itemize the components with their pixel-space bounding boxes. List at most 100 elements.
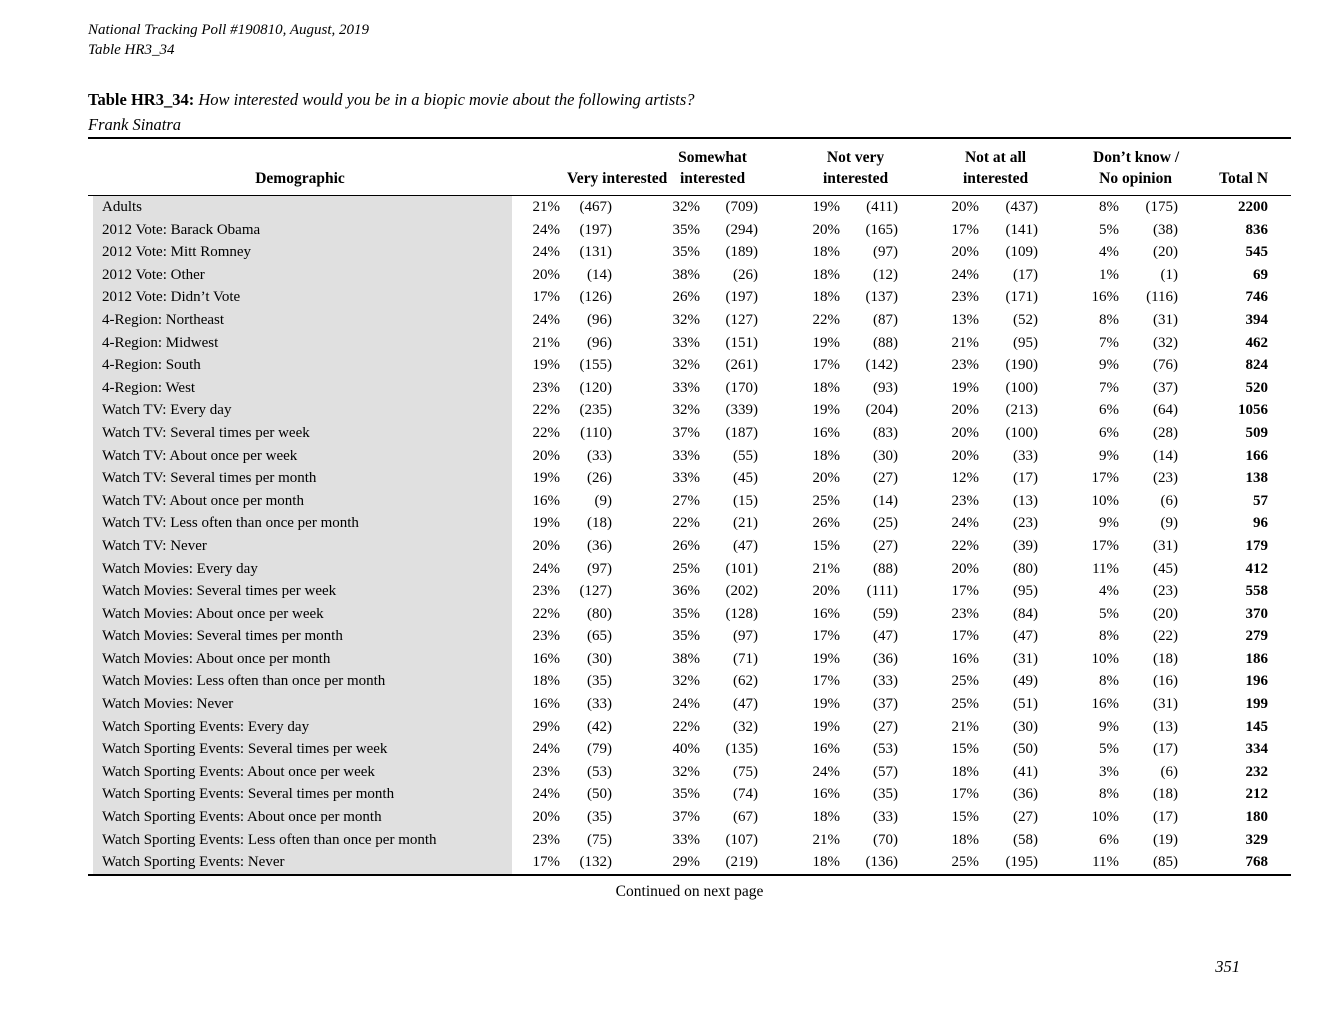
count-cell: (28): [1153, 424, 1179, 441]
count-cell: (23): [1153, 583, 1179, 600]
percent-cell: 20%: [532, 447, 561, 464]
count-cell: (47): [873, 628, 899, 645]
count-cell: (37): [1153, 379, 1179, 396]
percent-cell: 20%: [951, 402, 980, 419]
count-cell: (339): [725, 402, 759, 419]
total-cell: 2200: [1238, 199, 1269, 215]
percent-cell: 17%: [951, 583, 980, 600]
table-row: Watch TV: Never 20% (36) 26% (47) 15% (27) 22% (…: [88, 534, 1291, 558]
total-cell: 545: [1245, 244, 1269, 261]
count-cell: (9): [594, 492, 613, 509]
demographic-cell: Watch Movies: Several times per month: [88, 625, 512, 648]
count-cell: (96): [587, 311, 613, 328]
percent-cell: 35%: [672, 786, 701, 803]
demographic-cell: Watch TV: Several times per week: [88, 421, 512, 445]
demographic-cell: Watch Sporting Events: Several times per…: [88, 738, 512, 761]
count-cell: (18): [1153, 650, 1179, 667]
percent-cell: 20%: [951, 424, 980, 441]
count-cell: (127): [725, 311, 759, 328]
demographic-cell: 2012 Vote: Didn’t Vote: [88, 286, 512, 309]
count-cell: (261): [725, 357, 759, 374]
percent-cell: 22%: [532, 402, 561, 419]
table-row: Watch Sporting Events: Every day 29% (42) 2…: [88, 715, 1291, 739]
count-cell: (50): [587, 786, 613, 803]
percent-cell: 37%: [672, 424, 701, 441]
percent-cell: 19%: [812, 718, 841, 735]
percent-cell: 7%: [1099, 379, 1120, 396]
demographic-cell: 4-Region: South: [88, 354, 512, 377]
percent-cell: 35%: [672, 244, 701, 261]
percent-cell: 17%: [1091, 537, 1120, 554]
percent-cell: 20%: [951, 244, 980, 261]
count-cell: (88): [873, 560, 899, 577]
count-cell: (95): [1013, 334, 1039, 351]
table-row: Watch TV: Every day 22% (235) 32% (339) 19% (2…: [88, 399, 1291, 422]
count-cell: (6): [1160, 492, 1179, 509]
table-title-label: Table HR3_34:: [88, 90, 195, 109]
percent-cell: 9%: [1099, 515, 1120, 532]
count-cell: (709): [725, 199, 759, 215]
count-cell: (88): [873, 334, 899, 351]
percent-cell: 37%: [672, 809, 701, 826]
percent-cell: 9%: [1099, 357, 1120, 374]
percent-cell: 8%: [1099, 199, 1120, 215]
percent-cell: 6%: [1099, 424, 1120, 441]
demographic-cell: Watch Movies: Never: [88, 693, 512, 716]
total-cell: 180: [1245, 809, 1269, 826]
count-cell: (187): [725, 424, 759, 441]
count-cell: (84): [1013, 605, 1039, 622]
percent-cell: 17%: [532, 854, 561, 871]
count-cell: (170): [725, 379, 759, 396]
count-cell: (31): [1153, 537, 1179, 554]
percent-cell: 26%: [812, 515, 841, 532]
percent-cell: 22%: [951, 537, 980, 554]
percent-cell: 10%: [1091, 650, 1120, 667]
percent-cell: 35%: [672, 605, 701, 622]
percent-cell: 22%: [532, 605, 561, 622]
count-cell: (204): [865, 402, 899, 419]
percent-cell: 23%: [951, 357, 980, 374]
percent-cell: 4%: [1099, 244, 1120, 261]
doc-header-line1: National Tracking Poll #190810, August, …: [88, 22, 369, 38]
count-cell: (189): [725, 244, 759, 261]
percent-cell: 17%: [951, 786, 980, 803]
percent-cell: 18%: [812, 289, 841, 306]
percent-cell: 20%: [951, 199, 980, 215]
count-cell: (22): [1153, 628, 1179, 645]
percent-cell: 20%: [812, 470, 841, 487]
percent-cell: 18%: [812, 244, 841, 261]
table-row: Watch Movies: Less often than once per m…: [88, 670, 1291, 694]
table-row: 2012 Vote: Barack Obama 24% (197) 35% (294) 2…: [88, 218, 1291, 242]
count-cell: (62): [733, 673, 759, 690]
count-cell: (30): [1013, 718, 1039, 735]
count-cell: (33): [1013, 447, 1039, 464]
count-cell: (109): [1005, 244, 1039, 261]
count-cell: (51): [1013, 696, 1039, 713]
count-cell: (33): [587, 447, 613, 464]
total-cell: 768: [1245, 854, 1269, 871]
percent-cell: 21%: [812, 831, 841, 848]
count-cell: (165): [865, 221, 899, 238]
count-cell: (137): [865, 289, 899, 306]
percent-cell: 11%: [1092, 560, 1120, 577]
table-row: Watch TV: Several times per week 22% (110)…: [88, 421, 1291, 445]
table-row: 4-Region: West 23% (120) 33% (170) 18% (93) 19%…: [88, 376, 1291, 400]
percent-cell: 8%: [1099, 673, 1120, 690]
poll-results-table: Demographic Very interested Somewhat inter…: [88, 137, 1292, 876]
count-cell: (235): [579, 402, 613, 419]
count-cell: (71): [733, 650, 759, 667]
count-cell: (9): [1160, 515, 1179, 532]
percent-cell: 20%: [812, 583, 841, 600]
total-cell: 412: [1245, 560, 1269, 577]
count-cell: (30): [587, 650, 613, 667]
percent-cell: 6%: [1099, 402, 1120, 419]
percent-cell: 22%: [532, 424, 561, 441]
percent-cell: 22%: [672, 718, 701, 735]
count-cell: (53): [873, 741, 899, 758]
count-cell: (18): [1153, 786, 1179, 803]
percent-cell: 18%: [812, 379, 841, 396]
count-cell: (45): [733, 470, 759, 487]
total-cell: 394: [1245, 311, 1269, 328]
total-cell: 186: [1245, 650, 1269, 667]
percent-cell: 25%: [951, 854, 980, 871]
